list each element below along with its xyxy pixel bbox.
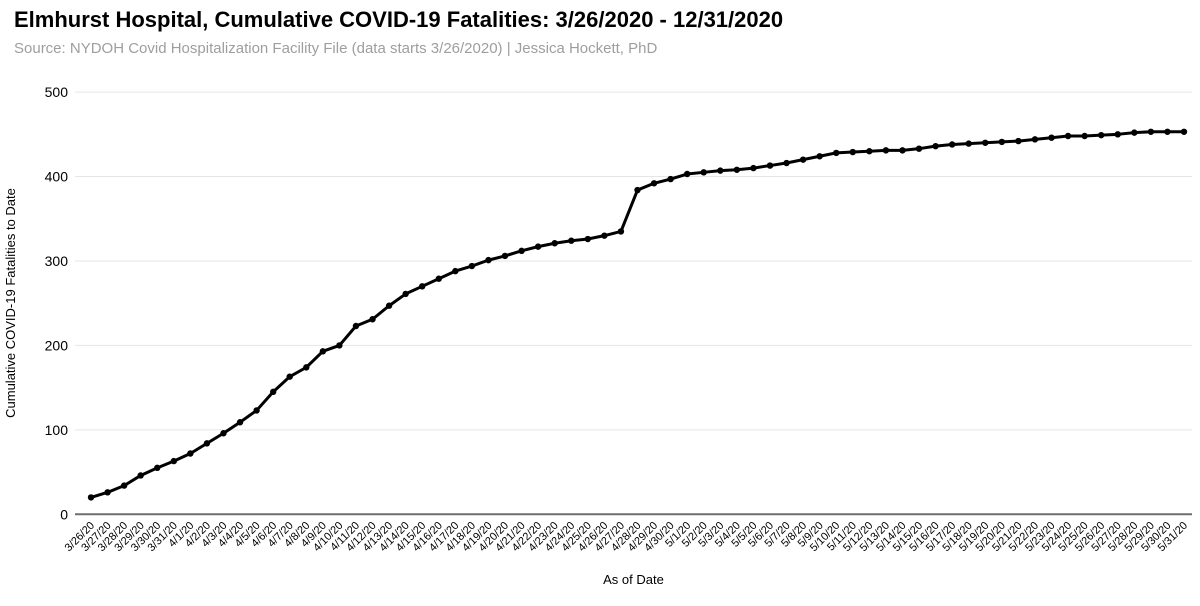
data-point <box>170 457 178 465</box>
data-point <box>319 348 327 355</box>
data-point <box>137 472 144 479</box>
data-point <box>965 140 972 147</box>
data-point <box>369 316 376 323</box>
data-point <box>286 373 293 380</box>
y-tick-label: 500 <box>45 84 69 100</box>
data-point <box>584 235 592 243</box>
data-point <box>617 228 625 235</box>
data-point <box>501 252 509 260</box>
data-point <box>568 237 575 244</box>
data-point <box>551 240 558 247</box>
data-point <box>1097 131 1105 139</box>
y-tick-label: 200 <box>45 337 69 353</box>
data-point <box>1031 136 1039 143</box>
data-point <box>683 170 691 178</box>
data-point <box>187 450 194 457</box>
data-point <box>402 290 409 298</box>
data-point <box>452 267 459 275</box>
data-point <box>534 243 542 250</box>
data-point <box>717 167 724 174</box>
data-point <box>700 169 707 176</box>
x-axis-title: As of Date <box>603 572 664 587</box>
data-point <box>1048 134 1055 141</box>
data-point <box>915 145 923 152</box>
data-point <box>783 159 790 167</box>
data-point <box>154 464 161 472</box>
data-point <box>882 147 890 154</box>
data-point <box>435 275 442 282</box>
data-point <box>1064 132 1072 140</box>
data-point <box>468 262 476 270</box>
chart-title: Elmhurst Hospital, Cumulative COVID-19 F… <box>14 7 784 32</box>
data-point <box>816 153 823 160</box>
data-point <box>1164 128 1171 135</box>
data-point <box>104 489 111 496</box>
y-tick-label: 300 <box>45 253 69 269</box>
chart-header: Elmhurst Hospital, Cumulative COVID-19 F… <box>14 6 1184 57</box>
data-point <box>1081 132 1088 140</box>
data-point <box>253 407 260 414</box>
data-point <box>385 302 393 309</box>
y-axis-title: Cumulative COVID-19 Fatalities to Date <box>3 188 18 418</box>
data-point <box>220 430 227 437</box>
data-point <box>236 419 244 426</box>
data-point <box>849 148 856 156</box>
data-point <box>899 147 906 154</box>
data-point <box>1147 128 1155 135</box>
data-point <box>352 322 360 330</box>
data-point <box>1180 128 1188 135</box>
data-point <box>982 139 989 146</box>
series-line <box>89 130 1186 499</box>
data-point <box>87 494 95 501</box>
data-point <box>733 166 741 173</box>
data-point <box>766 162 774 169</box>
y-tick-label: 400 <box>45 169 69 185</box>
data-point <box>485 256 492 264</box>
data-point <box>419 283 426 290</box>
data-point <box>303 364 310 371</box>
data-point <box>269 388 277 396</box>
data-point <box>601 232 608 239</box>
data-point <box>833 149 840 157</box>
data-point <box>1015 137 1022 145</box>
y-tick-label: 100 <box>45 422 69 438</box>
data-point <box>948 141 956 148</box>
data-point <box>336 342 343 349</box>
data-point <box>120 482 128 489</box>
data-point <box>799 156 807 163</box>
data-point <box>932 142 939 150</box>
data-point <box>866 148 873 155</box>
data-point <box>650 180 658 187</box>
data-point <box>203 440 211 447</box>
chart-subtitle: Source: NYDOH Covid Hospitalization Faci… <box>14 39 658 57</box>
data-point <box>1131 129 1138 136</box>
data-point <box>518 247 525 255</box>
data-point <box>1114 131 1121 138</box>
data-point <box>750 164 757 172</box>
data-point <box>634 186 641 194</box>
data-point <box>667 175 674 183</box>
y-tick-label: 0 <box>60 506 68 522</box>
data-point <box>998 138 1006 146</box>
